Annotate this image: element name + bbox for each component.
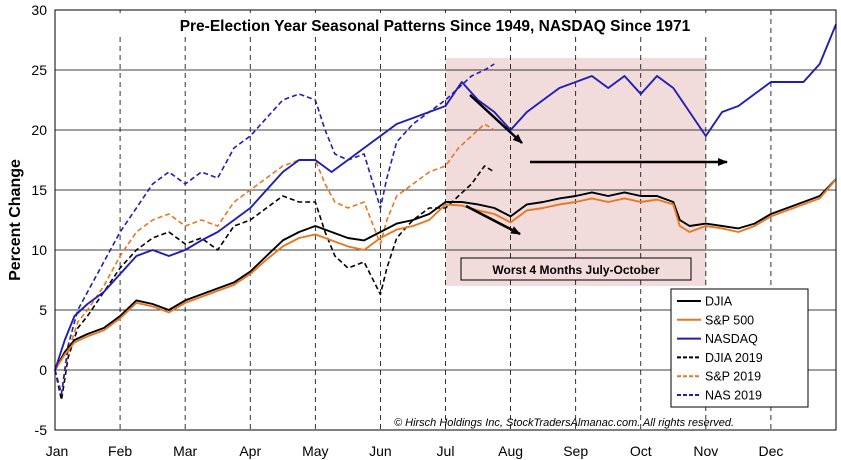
axis-layer: -5 0 5 10 15 20 25 30 Jan Feb Mar Apr May Jun Jul Aug Se… bbox=[31, 2, 837, 459]
x-tick-label: May bbox=[302, 443, 328, 459]
x-tick-label: Apr bbox=[239, 443, 261, 459]
arrow-layer bbox=[465, 94, 728, 236]
legend-label: S&P 500 bbox=[705, 313, 754, 327]
x-tick-label: Jul bbox=[437, 443, 455, 459]
series-line-djia-2019 bbox=[54, 165, 495, 401]
series-line-s-p-2019 bbox=[54, 123, 495, 395]
series-layer bbox=[54, 24, 837, 401]
x-tick-label: Sep bbox=[563, 443, 588, 459]
chart-title: Pre-Election Year Seasonal Patterns Sinc… bbox=[180, 18, 691, 35]
y-tick-label: 5 bbox=[39, 302, 47, 318]
legend: DJIA S&P 500 NASDAQ DJIA 2019 S&P 2019 NAS 20… bbox=[670, 288, 809, 408]
highlight-label-group: Worst 4 Months July-October bbox=[460, 257, 692, 281]
legend-label: DJIA 2019 bbox=[705, 351, 763, 365]
arrow-djia-down bbox=[465, 204, 521, 236]
legend-label: NAS 2019 bbox=[705, 389, 762, 403]
arrow-nasdaq-down bbox=[469, 94, 523, 144]
legend-label: DJIA bbox=[705, 295, 733, 309]
legend-label: NASDAQ bbox=[705, 332, 758, 346]
x-tick-label: Mar bbox=[173, 443, 197, 459]
x-tick-label: Dec bbox=[758, 443, 783, 459]
y-tick-label: 0 bbox=[39, 362, 47, 378]
y-tick-label: 25 bbox=[31, 62, 47, 78]
series-line-nasdaq bbox=[54, 24, 837, 371]
y-tick-label: 20 bbox=[31, 122, 47, 138]
x-tick-label: Jan bbox=[46, 443, 69, 459]
y-axis-label: Percent Change bbox=[7, 159, 24, 281]
title-box bbox=[118, 13, 752, 37]
legend-label: S&P 2019 bbox=[705, 370, 761, 384]
x-tick-label: Jun bbox=[369, 443, 392, 459]
series-line-s-p-500 bbox=[54, 178, 837, 371]
series-line-djia bbox=[54, 178, 837, 371]
y-tick-label: 15 bbox=[31, 182, 47, 198]
y-tick-label: 10 bbox=[31, 242, 47, 258]
x-tick-label: Nov bbox=[693, 443, 718, 459]
x-tick-label: Aug bbox=[498, 443, 523, 459]
y-tick-label: 30 bbox=[31, 2, 47, 18]
x-tick-label: Oct bbox=[630, 443, 652, 459]
highlight-label: Worst 4 Months July-October bbox=[492, 263, 659, 277]
x-tick-label: Feb bbox=[108, 443, 132, 459]
copyright-text: © Hirsch Holdings Inc, StockTradersAlman… bbox=[394, 417, 734, 429]
plot-border bbox=[54, 9, 837, 431]
legend-box bbox=[670, 288, 809, 408]
series-line-nas-2019 bbox=[54, 63, 495, 395]
highlight-label-box bbox=[460, 257, 692, 281]
y-tick-label: -5 bbox=[35, 422, 48, 438]
